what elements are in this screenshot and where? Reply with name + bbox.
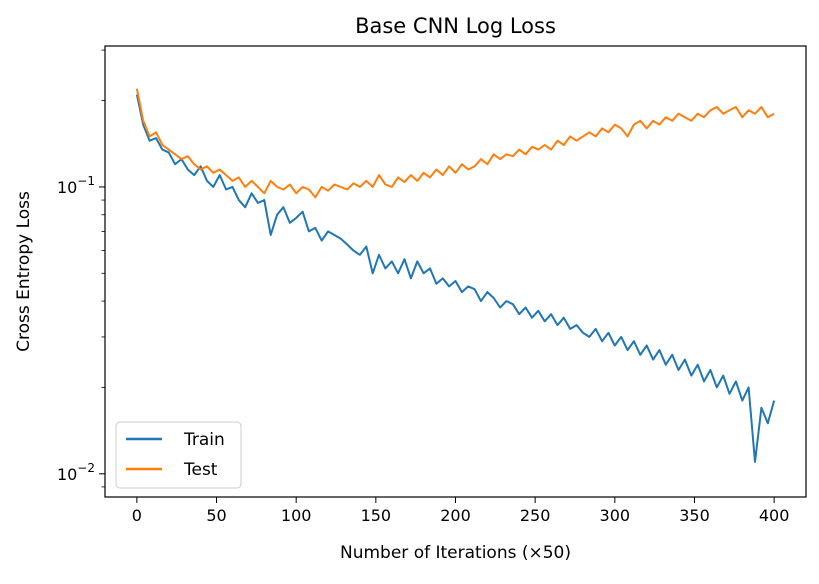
series-line-train [135, 94, 776, 463]
x-tick-label: 300 [600, 506, 631, 525]
x-tick-label: 400 [759, 506, 790, 525]
series-lines [135, 88, 776, 463]
x-tick-label: 100 [281, 506, 312, 525]
x-tick-label: 0 [132, 506, 142, 525]
x-axis-label: Number of Iterations (×50) [340, 543, 571, 563]
chart-title: Base CNN Log Loss [355, 14, 556, 38]
x-tick-label: 50 [206, 506, 226, 525]
x-tick-label: 150 [361, 506, 392, 525]
y-axis-label: Cross Entropy Loss [14, 191, 34, 352]
legend-test-label: Test [183, 460, 218, 480]
x-axis-ticks: 0 50 100 150 200 250 300 350 400 [132, 497, 790, 525]
x-tick-label: 250 [520, 506, 551, 525]
legend-train-label: Train [183, 430, 225, 450]
series-line-test [135, 88, 775, 199]
x-tick-label: 200 [440, 506, 471, 525]
legend: Train Test [115, 421, 242, 489]
x-tick-label: 350 [679, 506, 710, 525]
